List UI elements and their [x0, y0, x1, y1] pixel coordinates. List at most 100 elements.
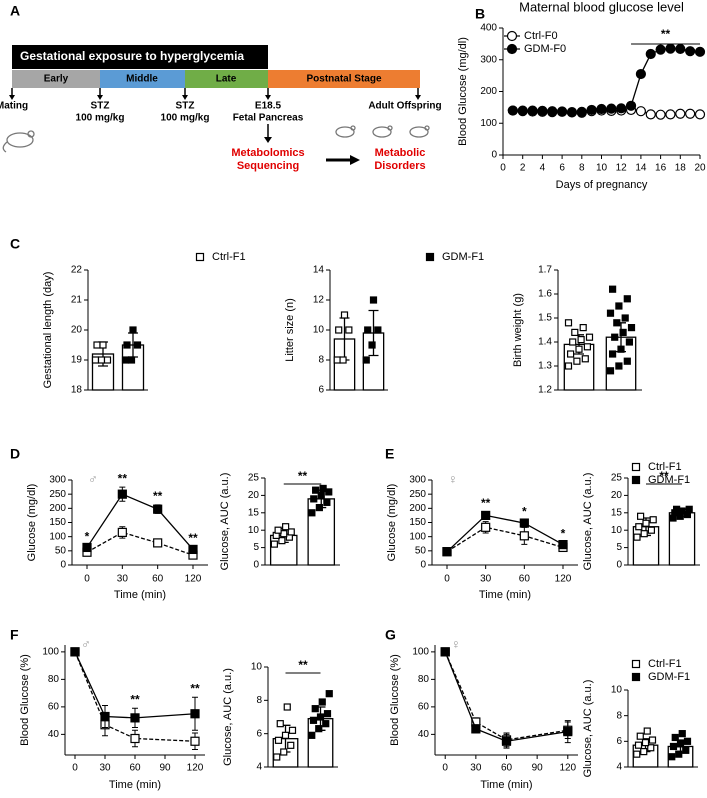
panel-label: F	[10, 627, 19, 643]
y-tick-label: 1.4	[538, 337, 552, 348]
y-tick-label: 8	[256, 695, 262, 706]
legend-label: GDM-F1	[648, 474, 690, 486]
outcome-label: Disorders	[374, 160, 425, 172]
marker	[335, 326, 343, 334]
y-tick-label: 6	[318, 385, 324, 396]
marker	[153, 538, 163, 548]
marker	[633, 750, 641, 758]
marker	[345, 326, 353, 334]
legend-label: Ctrl-F1	[648, 461, 682, 473]
diagram-title: Gestational exposure to hyperglycemia	[20, 49, 244, 63]
marker	[575, 345, 583, 353]
marker	[606, 367, 615, 375]
x-tick-label: 4	[540, 163, 546, 174]
annotation: *	[85, 529, 90, 543]
marker	[685, 46, 696, 57]
marker	[675, 750, 683, 758]
marker	[636, 732, 644, 740]
marker	[655, 109, 666, 120]
event-label: STZ	[91, 101, 110, 112]
y-tick-label: 25	[611, 473, 623, 484]
legend-marker	[631, 475, 641, 485]
marker	[282, 523, 290, 531]
annotation: **	[481, 496, 491, 510]
timeline-arrows	[11, 88, 419, 162]
event-label: Fetal Pancreas	[233, 113, 304, 124]
stage-bar	[268, 70, 420, 88]
marker	[278, 537, 286, 545]
y-tick-label: 400	[480, 23, 497, 34]
marker	[274, 526, 282, 534]
legend-marker	[631, 672, 641, 682]
marker	[682, 746, 690, 754]
significance-label: **	[298, 469, 308, 483]
marker	[635, 68, 647, 80]
marker	[665, 43, 676, 54]
legend-marker	[631, 462, 641, 472]
x-tick-label: 18	[675, 163, 687, 174]
y-tick-label: 300	[49, 475, 66, 486]
x-tick-label: 0	[72, 763, 78, 774]
y-tick-label: 80	[418, 674, 430, 685]
x-tick-label: 120	[555, 574, 572, 585]
panel-label: A	[10, 3, 20, 19]
marker	[648, 736, 657, 744]
marker	[675, 108, 686, 119]
y-tick-label: 150	[49, 517, 66, 528]
sex-symbol: ♀	[448, 471, 458, 486]
marker	[364, 326, 372, 334]
x-axis-label: Time (min)	[109, 779, 161, 791]
y-tick-label: 150	[409, 517, 426, 528]
y-axis-label: Blood Glucose (%)	[19, 654, 31, 746]
marker	[97, 356, 106, 364]
y-axis-label: Birth weight (g)	[512, 293, 524, 367]
x-tick-label: 30	[470, 763, 482, 774]
marker	[517, 105, 528, 116]
marker	[672, 505, 681, 513]
marker	[665, 109, 676, 120]
marker	[117, 489, 127, 499]
sex-symbol: ♂	[88, 471, 98, 486]
marker	[636, 512, 645, 520]
y-tick-label: 1.2	[538, 385, 552, 396]
y-tick-label: 100	[480, 118, 497, 129]
y-tick-label: 300	[480, 54, 497, 65]
marker	[615, 362, 623, 370]
marker	[70, 647, 80, 657]
marker	[153, 504, 163, 514]
y-tick-label: 21	[71, 295, 83, 306]
y-tick-label: 0	[491, 150, 497, 161]
x-tick-label: 60	[152, 574, 164, 585]
arrow-heads	[9, 95, 421, 165]
x-tick-label: 0	[444, 574, 450, 585]
marker	[640, 530, 648, 538]
x-tick-label: 90	[532, 763, 544, 774]
marker	[642, 519, 650, 527]
x-axis-label: Time (min)	[114, 589, 166, 601]
marker	[281, 731, 290, 739]
marker	[669, 742, 678, 751]
y-tick-label: 6	[256, 728, 262, 739]
y-axis-label: Litter size (n)	[284, 298, 296, 362]
marker	[585, 333, 594, 341]
y-tick-label: 200	[409, 503, 426, 514]
x-tick-label: 90	[159, 763, 171, 774]
y-tick-label: 8	[318, 355, 324, 366]
panel-label: G	[385, 627, 396, 643]
marker	[308, 509, 316, 517]
marker	[586, 104, 597, 116]
marker	[129, 326, 137, 334]
y-tick-label: 5	[616, 542, 622, 553]
annotation: **	[190, 681, 200, 695]
panel-label: D	[10, 446, 20, 462]
marker	[369, 296, 378, 304]
legend-label: Ctrl-F1	[212, 251, 246, 263]
marker	[82, 542, 92, 553]
marker	[685, 505, 693, 513]
x-tick-label: 10	[596, 163, 608, 174]
marker	[576, 106, 587, 117]
y-tick-label: 8	[616, 710, 622, 721]
y-tick-label: 20	[71, 325, 83, 336]
panel-label: E	[385, 446, 394, 462]
legend-label: GDM-F1	[442, 251, 484, 263]
